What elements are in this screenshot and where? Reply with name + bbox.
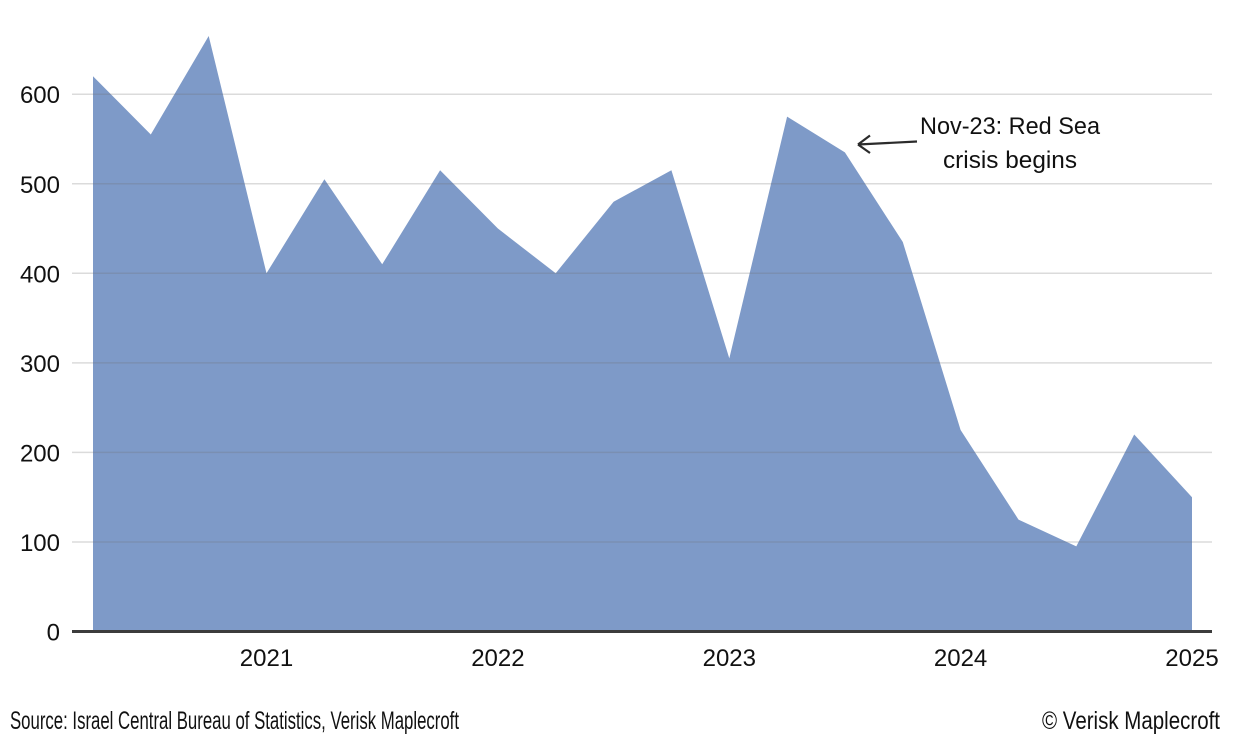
y-axis-label: 300: [20, 351, 60, 378]
x-axis-label: 2024: [934, 645, 987, 672]
y-axis-label: 0: [47, 620, 60, 647]
footer: Source: Israel Central Bureau of Statist…: [10, 707, 1220, 735]
area-series: [93, 36, 1192, 631]
annotation: Nov-23: Red Sea crisis begins: [857, 113, 1101, 174]
annotation-line-2: crisis begins: [943, 147, 1077, 174]
annotation-arrow-icon: [857, 134, 918, 154]
y-axis-label: 600: [20, 82, 60, 109]
y-axis-label: 500: [20, 172, 60, 199]
source-text: Source: Israel Central Bureau of Statist…: [10, 707, 459, 735]
x-axis-label: 2022: [471, 645, 524, 672]
y-axis-label: 400: [20, 261, 60, 288]
gridlines: [72, 93, 1212, 543]
x-axis-labels: 2021 2022 2023 2024 2025: [240, 645, 1219, 672]
annotation-line-1: Nov-23: Red Sea: [920, 113, 1101, 140]
x-axis-label: 2023: [703, 645, 756, 672]
x-axis-label: 2025: [1165, 645, 1218, 672]
y-axis-labels: 0 100 200 300 400 500 600: [20, 82, 60, 646]
y-axis-label: 100: [20, 530, 60, 557]
y-axis-label: 200: [20, 440, 60, 467]
x-axis-label: 2021: [240, 645, 293, 672]
copyright-text: © Verisk Maplecroft: [1042, 707, 1220, 735]
